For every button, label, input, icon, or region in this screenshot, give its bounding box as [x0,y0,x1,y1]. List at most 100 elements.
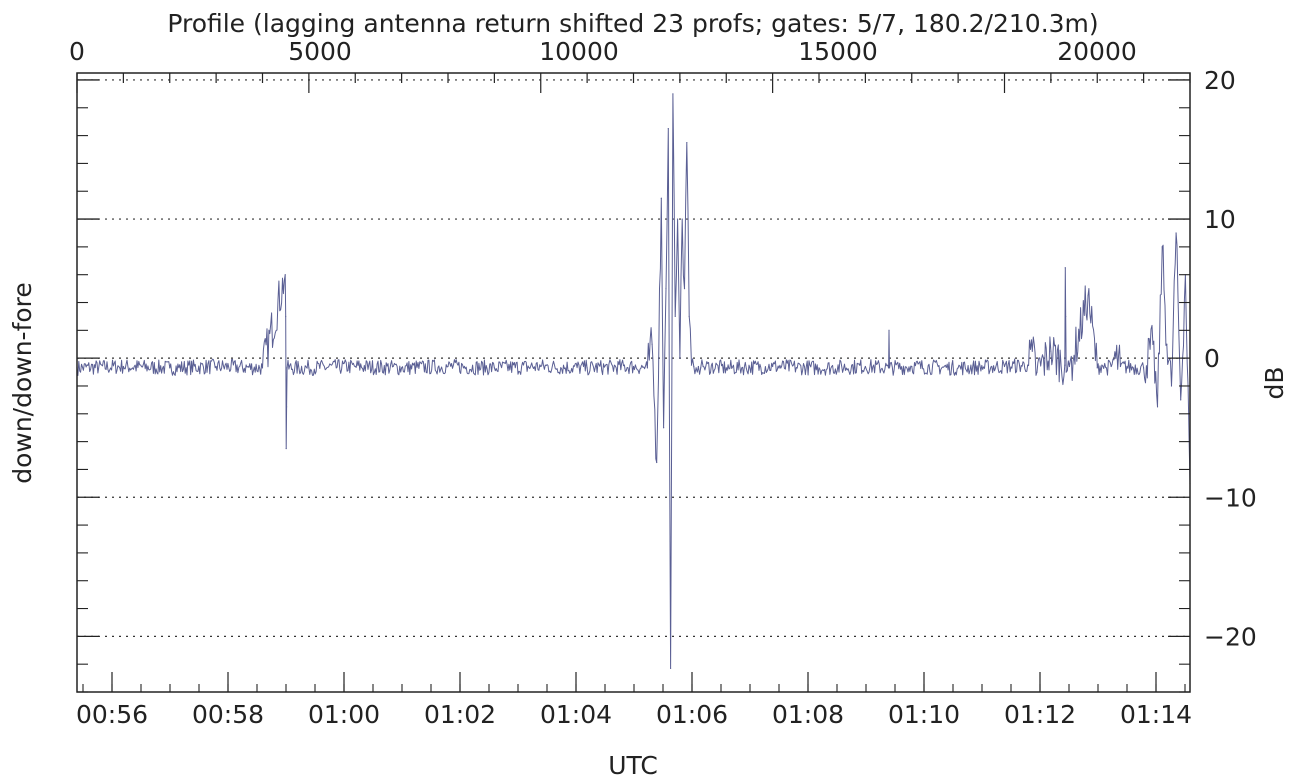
x-bottom-tick-label: 00:56 [76,700,148,729]
data-point [1166,343,1168,345]
data-point [1101,364,1103,366]
data-point [676,218,679,220]
data-point [667,128,669,130]
y-axis-title: down/down-fore [8,282,37,484]
data-point [772,365,774,368]
x-bottom-tick-label: 00:58 [192,700,264,729]
x-bottom-tick-label: 01:12 [1004,700,1076,729]
x-top-tick-label: 10000 [539,37,619,66]
data-point [683,288,686,290]
data-point [1180,399,1182,401]
data-point [702,365,704,368]
data-point [651,343,653,345]
data-point [493,367,495,369]
data-point [1156,406,1159,408]
data-point [670,667,672,669]
data-point [286,367,288,369]
data-point [646,367,649,369]
data-point [1031,350,1033,352]
data-series [76,93,1191,669]
data-point [1068,365,1071,368]
data-point [1065,315,1067,318]
data-point [674,315,676,318]
data-point [1115,357,1117,359]
x-bottom-tick-label: 01:08 [772,700,844,729]
data-point [695,367,697,369]
plot-frame [76,72,1191,693]
y-tick-label: −20 [1204,622,1257,651]
data-point [679,357,681,359]
data-point [215,365,217,368]
data-point [1036,371,1038,373]
data-point [285,447,287,450]
data-point [1096,367,1098,369]
data-point [586,367,588,369]
data-point [690,364,693,366]
y-tick-label: 20 [1204,66,1236,95]
data-point [169,367,171,369]
data-point [1027,364,1029,366]
data-point [660,197,662,199]
data-point [1073,354,1075,356]
data-point [887,367,890,369]
data-point [1064,267,1066,269]
x-top-tick-label: 15000 [798,37,878,66]
x-top-tick-label: 0 [69,37,85,66]
data-point [1119,365,1122,368]
data-point [1143,367,1145,369]
x-axis-title: UTC [608,751,658,778]
data-point [911,365,913,368]
data-point [284,274,286,276]
data-point [285,315,287,318]
data-point [672,93,674,95]
x-top-tick-label: 5000 [288,37,352,66]
data-point [1065,371,1067,373]
series-line [76,93,1191,669]
data-point [688,315,690,318]
data-point [686,141,688,144]
data-point [888,367,891,369]
data-point [632,365,635,368]
data-point [1003,365,1006,368]
data-point [663,427,665,429]
chart-title: Profile (lagging antenna return shifted … [167,9,1098,38]
x-bottom-tick-label: 01:00 [308,700,380,729]
data-point [1170,385,1173,387]
y-tick-label: 10 [1204,205,1236,234]
data-point [122,365,124,368]
data-point [665,288,667,290]
data-point [1175,232,1177,234]
data-point [354,365,356,368]
data-point [1064,364,1066,366]
data-point [261,367,264,369]
x-bottom-tick-label: 01:10 [888,700,960,729]
data-point [286,406,288,408]
y-tick-label: −10 [1204,483,1257,512]
data-point [957,367,959,369]
data-point [697,365,700,368]
x-bottom-tick-label: 01:02 [424,700,496,729]
y-tick-label: 0 [1204,344,1220,373]
data-point [888,329,890,331]
data-point [681,218,683,220]
x-bottom-tick-label: 01:04 [540,700,612,729]
data-point [1087,294,1089,297]
data-point [401,367,403,369]
x-top-tick-label: 20000 [1057,37,1137,66]
data-point [700,367,702,369]
gridlines [77,79,1190,637]
data-point [864,365,866,368]
data-point [656,461,658,464]
x-bottom-tick-label: 01:14 [1120,700,1192,729]
data-point [1105,367,1108,369]
data-point [447,365,449,368]
y2-axis-title: dB [1260,366,1289,399]
tick-labels: 20 10 0 −10 −20 0 5000 10000 15000 20000 00:56 00:5… [69,37,1257,729]
x-bottom-tick-label: 01:06 [656,700,728,729]
data-point [1110,365,1112,368]
tick-marks [76,73,1191,693]
data-point [693,365,695,368]
data-point [540,365,542,368]
data-point [1050,350,1052,352]
